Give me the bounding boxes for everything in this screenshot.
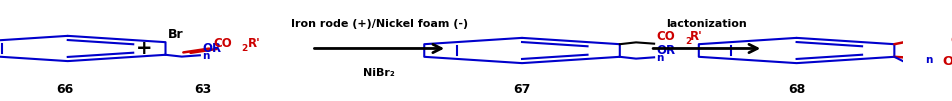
Text: O: O [949,34,952,47]
Text: CO: CO [213,37,232,50]
Text: n: n [655,53,663,63]
Text: n: n [202,51,208,61]
Text: NiBr₂: NiBr₂ [363,68,395,78]
Text: OR: OR [203,42,222,55]
Text: CO: CO [656,30,675,43]
Text: OR: OR [656,44,675,57]
Text: R': R' [248,37,261,50]
Text: R': R' [689,30,703,43]
Text: Iron rode (+)/Nickel foam (-): Iron rode (+)/Nickel foam (-) [290,19,467,29]
Text: Br: Br [169,28,184,41]
Text: 63: 63 [194,83,211,96]
Text: 67: 67 [513,83,530,96]
Text: n: n [924,55,931,65]
Text: 68: 68 [787,83,804,96]
Text: lactonization: lactonization [665,19,745,29]
Text: 2: 2 [242,44,248,53]
Text: 2: 2 [684,37,690,46]
Text: +: + [136,39,152,58]
Text: O: O [942,55,952,68]
Text: 66: 66 [56,83,73,96]
